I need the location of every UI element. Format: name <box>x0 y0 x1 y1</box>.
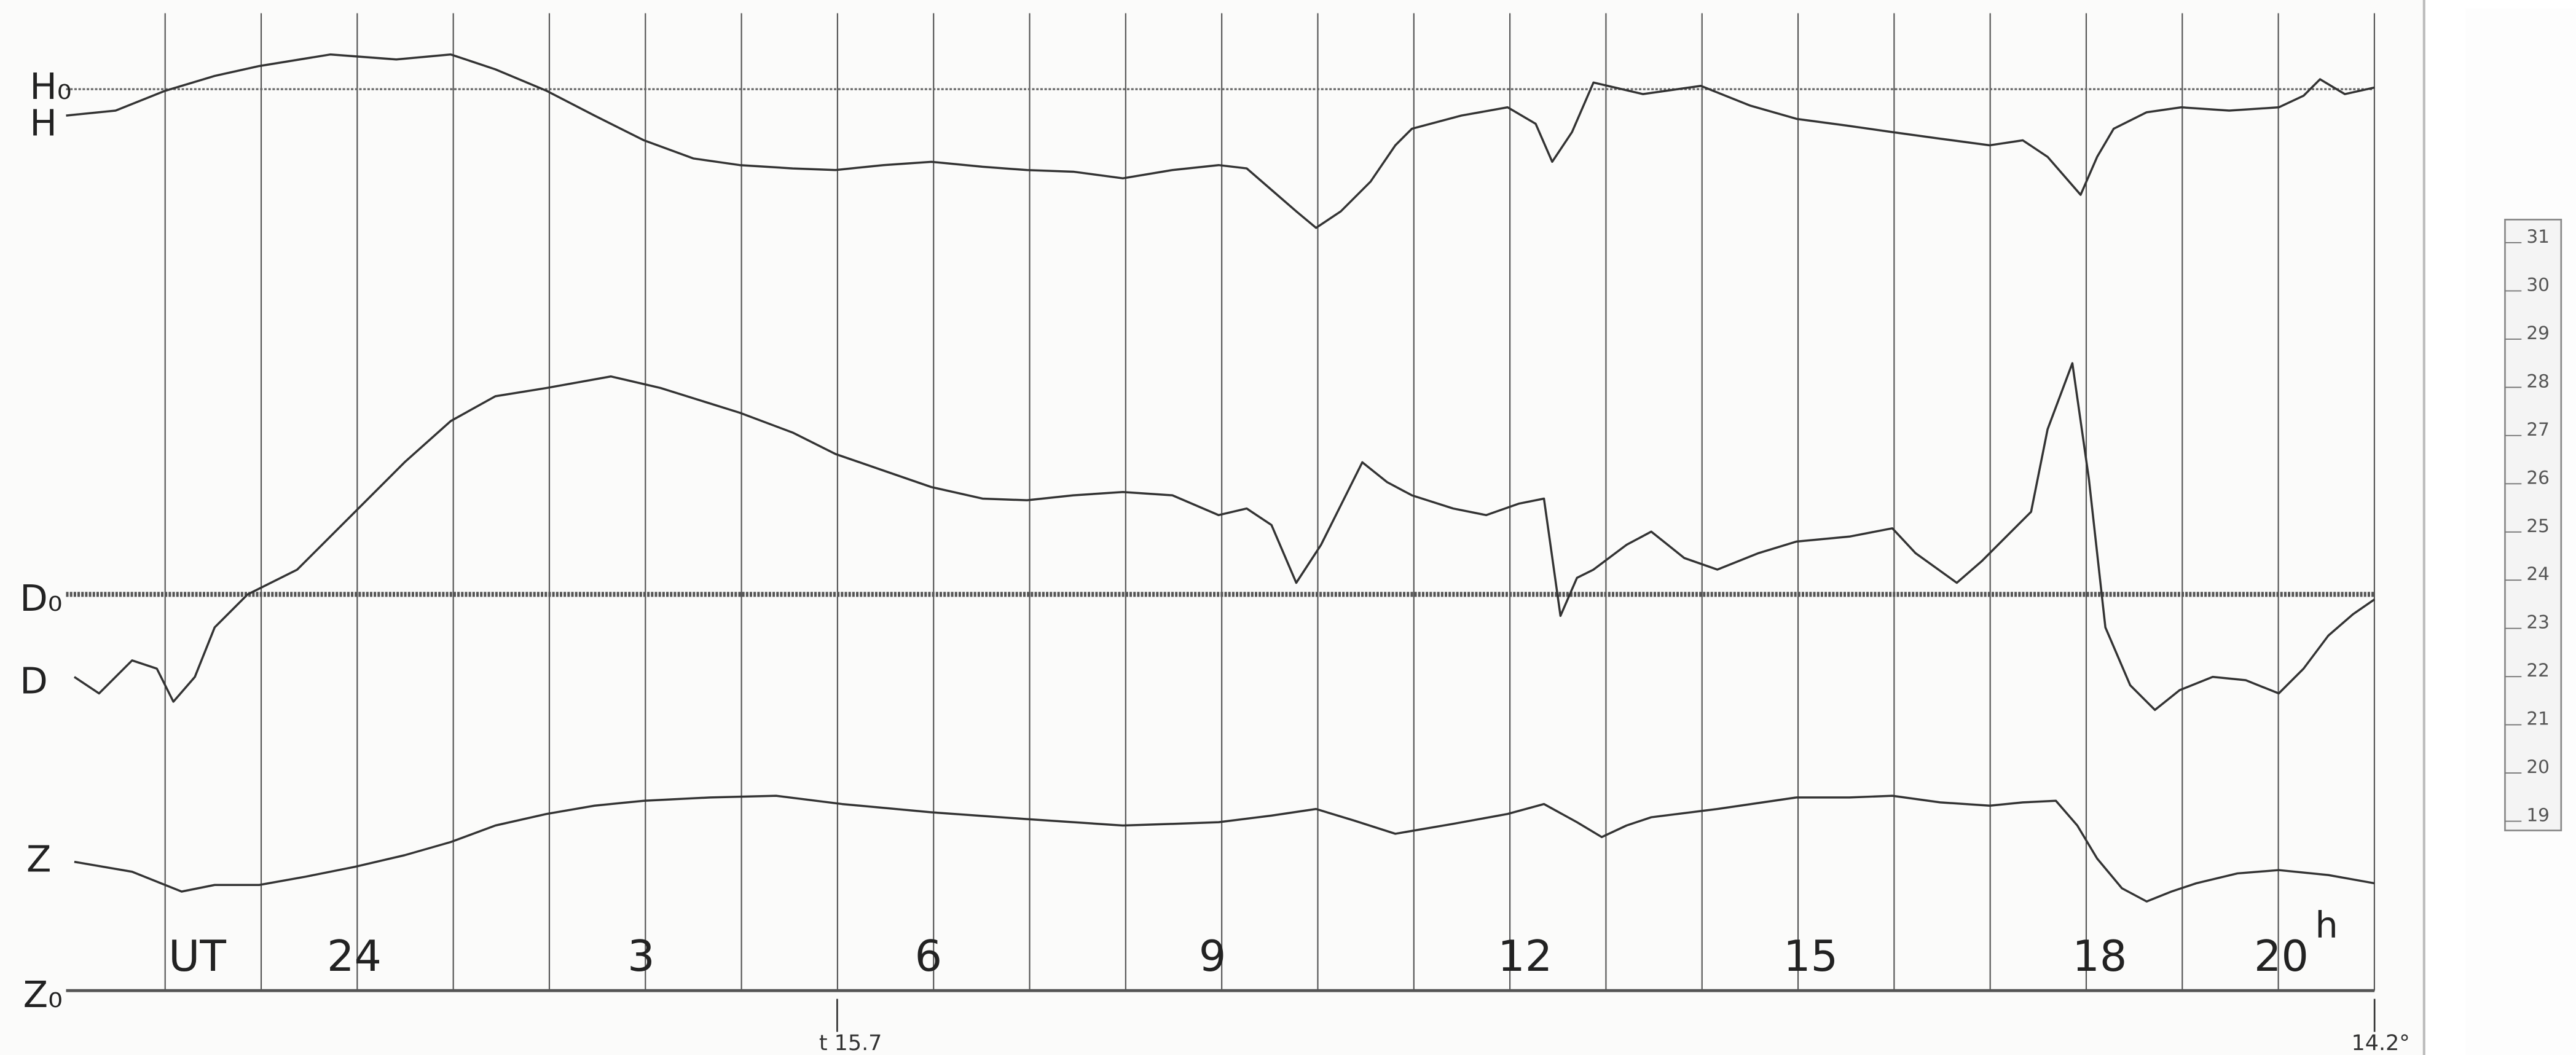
time-unit: UT <box>168 931 226 981</box>
scale-label: 21 <box>2526 708 2550 729</box>
scale-label: 24 <box>2526 563 2550 584</box>
scale-label: 28 <box>2526 371 2550 391</box>
h-label: H <box>29 101 57 144</box>
d0-label: D₀ <box>20 577 62 619</box>
z0-label: Z₀ <box>23 973 63 1016</box>
z-label: Z <box>26 838 52 880</box>
scale-label: 26 <box>2526 467 2550 488</box>
scale-frame <box>2504 219 2562 831</box>
hour-label: 12 <box>1498 931 1552 981</box>
hour-labels: 24 3 6 9 12 15 18 20 <box>327 931 2309 981</box>
t-end: 14.2° <box>2352 1031 2410 1055</box>
scale-label: 30 <box>2526 274 2550 295</box>
hour-suffix: h <box>2315 904 2338 946</box>
scale-label: 20 <box>2526 756 2550 777</box>
t-start: t 15.7 <box>819 1031 882 1055</box>
h0-label: H₀ <box>29 65 71 108</box>
scale-label: 25 <box>2526 516 2550 536</box>
scale-label: 23 <box>2526 612 2550 633</box>
hour-label: 9 <box>1199 931 1226 981</box>
hour-label: 6 <box>915 931 942 981</box>
d-label: D <box>20 660 48 702</box>
z-trace <box>74 794 2375 903</box>
scale-label: 19 <box>2526 805 2550 826</box>
hour-label: 15 <box>1783 931 1838 981</box>
trace-labels: H₀ H D₀ D Z Z₀ <box>20 65 71 1016</box>
d-trace <box>73 362 2376 712</box>
h-trace <box>66 53 2375 229</box>
scale-label: 22 <box>2526 660 2550 681</box>
scale-label: 27 <box>2526 419 2550 440</box>
scale-label: 31 <box>2526 226 2550 247</box>
hour-label: 20 <box>2254 931 2309 981</box>
temperature-scale: 31 30 29 28 27 26 25 24 23 22 21 20 19 <box>2504 219 2562 831</box>
paper <box>0 0 2424 1055</box>
hour-label: 3 <box>627 931 654 981</box>
hour-label: 24 <box>327 931 382 981</box>
hour-label: 18 <box>2072 931 2127 981</box>
scale-label: 29 <box>2526 323 2550 343</box>
hour-grid <box>164 13 2375 991</box>
